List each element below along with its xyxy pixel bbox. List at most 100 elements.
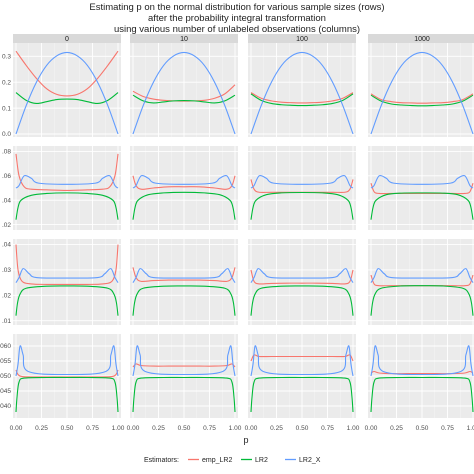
legend-label: LR2 bbox=[255, 457, 268, 464]
x-tick-label: 0.50 bbox=[61, 425, 74, 432]
facet-strip bbox=[13, 34, 121, 43]
y-tick-label: 050 bbox=[0, 373, 11, 380]
y-tick-label: .04 bbox=[2, 242, 11, 249]
series-line-emp-lr2 bbox=[15, 244, 119, 285]
series-line-lr2-x bbox=[132, 174, 236, 189]
series-line-emp-lr2 bbox=[370, 182, 474, 195]
series-line-emp-lr2 bbox=[250, 269, 354, 285]
series-line-lr2 bbox=[132, 94, 236, 104]
series-line-lr2-x bbox=[132, 268, 236, 283]
x-tick-label: 0.50 bbox=[416, 425, 429, 432]
y-tick-label: .08 bbox=[2, 149, 11, 156]
series-line-lr2-x bbox=[132, 345, 236, 377]
x-tick-label: 0.00 bbox=[365, 425, 378, 432]
series-line-lr2 bbox=[15, 92, 119, 105]
series-line-lr2 bbox=[15, 192, 119, 220]
series-line-lr2-x bbox=[370, 174, 474, 189]
x-tick-label: 0.50 bbox=[296, 425, 309, 432]
facet-strip-label: 10 bbox=[180, 36, 188, 43]
series-line-lr2-x bbox=[250, 174, 354, 189]
x-tick-label: 0.00 bbox=[10, 425, 23, 432]
y-tick-label: 0.1 bbox=[2, 105, 11, 112]
series-line-emp-lr2 bbox=[15, 50, 119, 97]
series-line-lr2 bbox=[15, 285, 119, 316]
series-line-lr2-x bbox=[15, 345, 119, 377]
series-line-lr2-x bbox=[15, 51, 119, 135]
series-line-lr2-x bbox=[250, 345, 354, 377]
panel-background bbox=[368, 146, 474, 230]
y-tick-label: 0.2 bbox=[2, 79, 11, 86]
y-tick-label: .06 bbox=[2, 173, 11, 180]
y-tick-label: 0.3 bbox=[2, 54, 11, 61]
x-tick-label: 1.00 bbox=[229, 425, 242, 432]
series-line-lr2 bbox=[15, 376, 119, 413]
legend-label: emp_LR2 bbox=[202, 457, 232, 464]
series-line-lr2 bbox=[370, 285, 474, 316]
x-tick-label: 1.00 bbox=[112, 425, 125, 432]
series-line-emp-lr2 bbox=[132, 267, 236, 283]
x-tick-label: 0.25 bbox=[390, 425, 403, 432]
series-line-emp-lr2 bbox=[250, 92, 354, 104]
series-line-lr2-x bbox=[15, 174, 119, 189]
x-tick-label: 0.00 bbox=[245, 425, 258, 432]
series-line-lr2-x bbox=[370, 345, 474, 377]
y-tick-label: .02 bbox=[2, 293, 11, 300]
series-line-lr2-x bbox=[370, 51, 474, 135]
chart-title-line-3: using various number of unlabeled observ… bbox=[114, 24, 360, 35]
series-line-lr2-x bbox=[132, 51, 236, 135]
series-line-lr2 bbox=[250, 376, 354, 413]
series-line-lr2 bbox=[250, 191, 354, 220]
y-tick-label: 0.0 bbox=[2, 131, 11, 138]
series-line-emp-lr2 bbox=[250, 354, 354, 362]
x-tick-label: 1.00 bbox=[347, 425, 360, 432]
y-tick-label: 060 bbox=[0, 343, 11, 350]
series-line-lr2 bbox=[370, 94, 474, 107]
chart-title-line-2: after the probability integral transform… bbox=[148, 13, 326, 24]
x-tick-label: 1.00 bbox=[467, 425, 474, 432]
series-line-emp-lr2 bbox=[132, 363, 236, 368]
legend: Estimators: emp_LR2 LR2 LR2_X bbox=[144, 457, 321, 464]
series-line-lr2 bbox=[132, 285, 236, 316]
series-line-lr2 bbox=[250, 93, 354, 107]
x-tick-label: 0.75 bbox=[203, 425, 216, 432]
facet-strip bbox=[248, 34, 356, 43]
series-line-lr2-x bbox=[250, 51, 354, 135]
x-tick-label: 0.25 bbox=[270, 425, 283, 432]
panel-background bbox=[368, 239, 474, 325]
series-line-emp-lr2 bbox=[370, 370, 474, 375]
series-line-emp-lr2 bbox=[15, 369, 119, 378]
series-line-lr2 bbox=[132, 376, 236, 413]
x-tick-label: 0.50 bbox=[178, 425, 191, 432]
facet-strip-label: 100 bbox=[296, 36, 308, 43]
y-tick-label: 045 bbox=[0, 388, 11, 395]
y-tick-label: 040 bbox=[0, 403, 11, 410]
series-line-emp-lr2 bbox=[15, 153, 119, 191]
series-line-lr2 bbox=[132, 191, 236, 220]
facet-strip-label: 1000 bbox=[414, 36, 430, 43]
y-tick-label: 055 bbox=[0, 358, 11, 365]
series-line-lr2 bbox=[250, 285, 354, 316]
series-line-lr2-x bbox=[250, 268, 354, 283]
facet-strip bbox=[368, 34, 474, 43]
series-line-emp-lr2 bbox=[370, 93, 474, 104]
x-tick-label: 0.00 bbox=[127, 425, 140, 432]
x-tick-label: 0.25 bbox=[35, 425, 48, 432]
x-tick-label: 0.25 bbox=[152, 425, 165, 432]
x-tick-label: 0.75 bbox=[321, 425, 334, 432]
chart-title-line-1: Estimating p on the normal distribution … bbox=[89, 2, 384, 13]
series-line-emp-lr2 bbox=[132, 175, 236, 190]
series-line-lr2 bbox=[370, 192, 474, 220]
facet-panels: 0 10 100 1000 0.3 0.2 0.1 0.0 .08 .06 .04 .02 .04 .03… bbox=[0, 34, 474, 432]
facet-strip-label: 0 bbox=[65, 36, 69, 43]
y-tick-label: .03 bbox=[2, 267, 11, 274]
facet-strip bbox=[130, 34, 238, 43]
series-line-lr2-x bbox=[15, 268, 119, 283]
y-tick-label: .04 bbox=[2, 197, 11, 204]
x-axis-title: p bbox=[243, 435, 248, 445]
y-tick-label: .02 bbox=[2, 222, 11, 229]
x-tick-label: 0.75 bbox=[86, 425, 99, 432]
legend-title: Estimators: bbox=[144, 457, 179, 464]
series-line-lr2-x bbox=[370, 268, 474, 283]
x-tick-label: 0.75 bbox=[441, 425, 454, 432]
